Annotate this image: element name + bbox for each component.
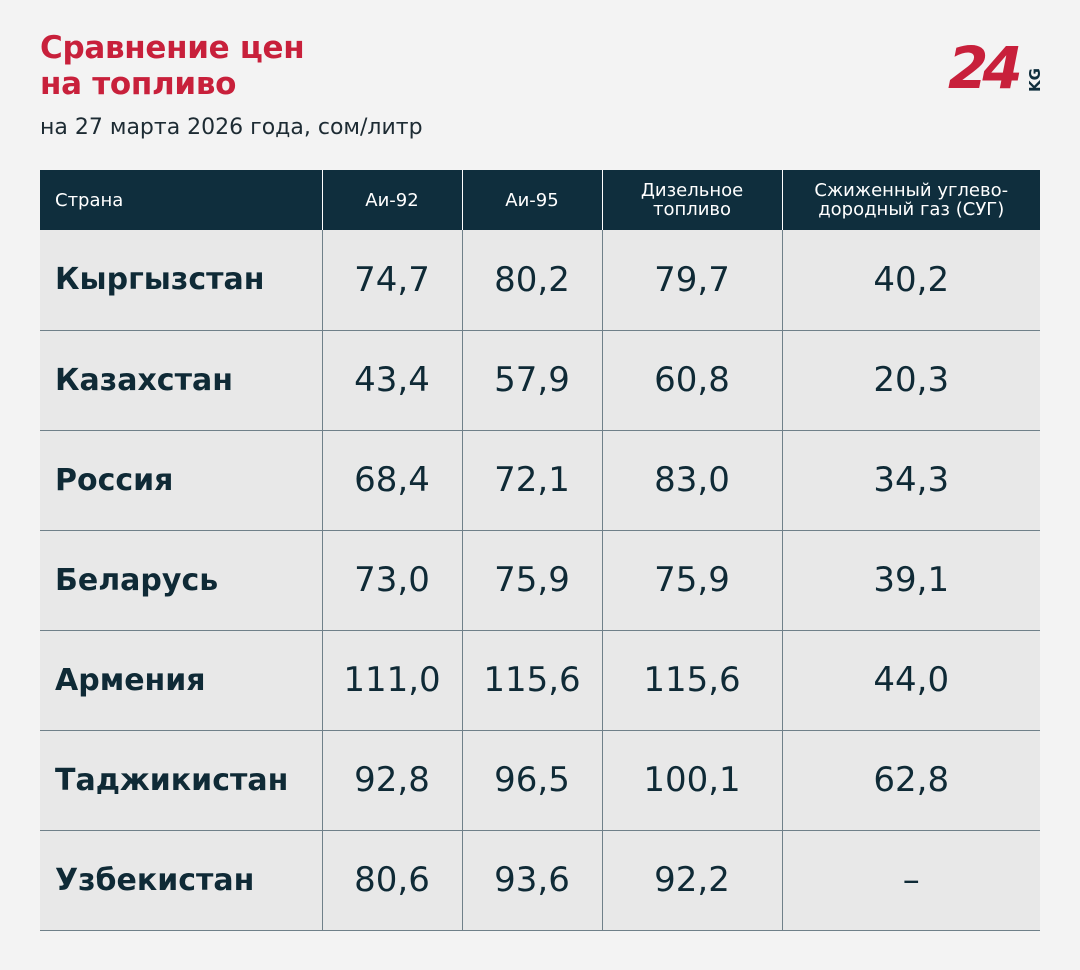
cell-ai92: 74,7 (321, 230, 462, 331)
cell-lpg: 44,0 (781, 630, 1040, 731)
column-header-ai95: Аи-95 (461, 170, 602, 230)
cell-diesel: 75,9 (601, 530, 782, 631)
page-subtitle: на 27 марта 2026 года, сом/литр (40, 115, 423, 140)
cell-lpg: 39,1 (781, 530, 1040, 631)
cell-diesel: 83,0 (601, 430, 782, 531)
logo-suffix: KG (1026, 68, 1044, 92)
column-header-country: Страна (40, 170, 322, 230)
cell-country: Беларусь (40, 530, 322, 631)
cell-country: Россия (40, 430, 322, 531)
cell-ai95: 75,9 (461, 530, 602, 631)
logo-number: 24 (948, 36, 1019, 96)
cell-ai92: 43,4 (321, 330, 462, 431)
cell-ai95: 72,1 (461, 430, 602, 531)
cell-diesel: 60,8 (601, 330, 782, 431)
logo-graphic: 24 KG (948, 36, 1044, 96)
table-row: Россия 68,4 72,1 83,0 34,3 (40, 430, 1040, 531)
cell-ai95: 57,9 (461, 330, 602, 431)
cell-diesel: 79,7 (601, 230, 782, 331)
cell-diesel: 92,2 (601, 830, 782, 931)
table-body: Кыргызстан 74,7 80,2 79,7 40,2 Казахстан… (40, 230, 1040, 931)
cell-country: Таджикистан (40, 730, 322, 831)
table-row: Узбекистан 80,6 93,6 92,2 – (40, 830, 1040, 931)
cell-lpg: 40,2 (781, 230, 1040, 331)
cell-ai92: 80,6 (321, 830, 462, 931)
table-row: Кыргызстан 74,7 80,2 79,7 40,2 (40, 230, 1040, 331)
cell-lpg: 20,3 (781, 330, 1040, 431)
cell-lpg: 62,8 (781, 730, 1040, 831)
cell-country: Узбекистан (40, 830, 322, 931)
cell-ai95: 96,5 (461, 730, 602, 831)
cell-country: Казахстан (40, 330, 322, 431)
cell-lpg: – (781, 830, 1040, 931)
table-row: Таджикистан 92,8 96,5 100,1 62,8 (40, 730, 1040, 831)
table-row: Казахстан 43,4 57,9 60,8 20,3 (40, 330, 1040, 431)
cell-diesel: 100,1 (601, 730, 782, 831)
title-line-2: на топливо (40, 66, 237, 102)
column-header-lpg: Сжиженный углево-дородный газ (СУГ) (781, 170, 1040, 230)
cell-ai92: 73,0 (321, 530, 462, 631)
table-row: Армения 111,0 115,6 115,6 44,0 (40, 630, 1040, 731)
cell-diesel: 115,6 (601, 630, 782, 731)
table-header: Страна Аи-92 Аи-95 Дизельное топливо Сжи… (40, 170, 1040, 230)
cell-country: Кыргызстан (40, 230, 322, 331)
logo-24kg: 24 KG (948, 36, 1048, 96)
column-header-ai92: Аи-92 (321, 170, 462, 230)
title-line-1: Сравнение цен (40, 30, 305, 66)
cell-country: Армения (40, 630, 322, 731)
cell-lpg: 34,3 (781, 430, 1040, 531)
column-header-diesel: Дизельное топливо (601, 170, 782, 230)
cell-ai92: 92,8 (321, 730, 462, 831)
fuel-price-table: Страна Аи-92 Аи-95 Дизельное топливо Сжи… (40, 170, 1040, 931)
table-row: Беларусь 73,0 75,9 75,9 39,1 (40, 530, 1040, 631)
cell-ai95: 93,6 (461, 830, 602, 931)
page-title: Сравнение цен на топливо (40, 30, 740, 102)
cell-ai95: 80,2 (461, 230, 602, 331)
cell-ai92: 68,4 (321, 430, 462, 531)
cell-ai92: 111,0 (321, 630, 462, 731)
cell-ai95: 115,6 (461, 630, 602, 731)
header-row: Страна Аи-92 Аи-95 Дизельное топливо Сжи… (40, 170, 1040, 230)
